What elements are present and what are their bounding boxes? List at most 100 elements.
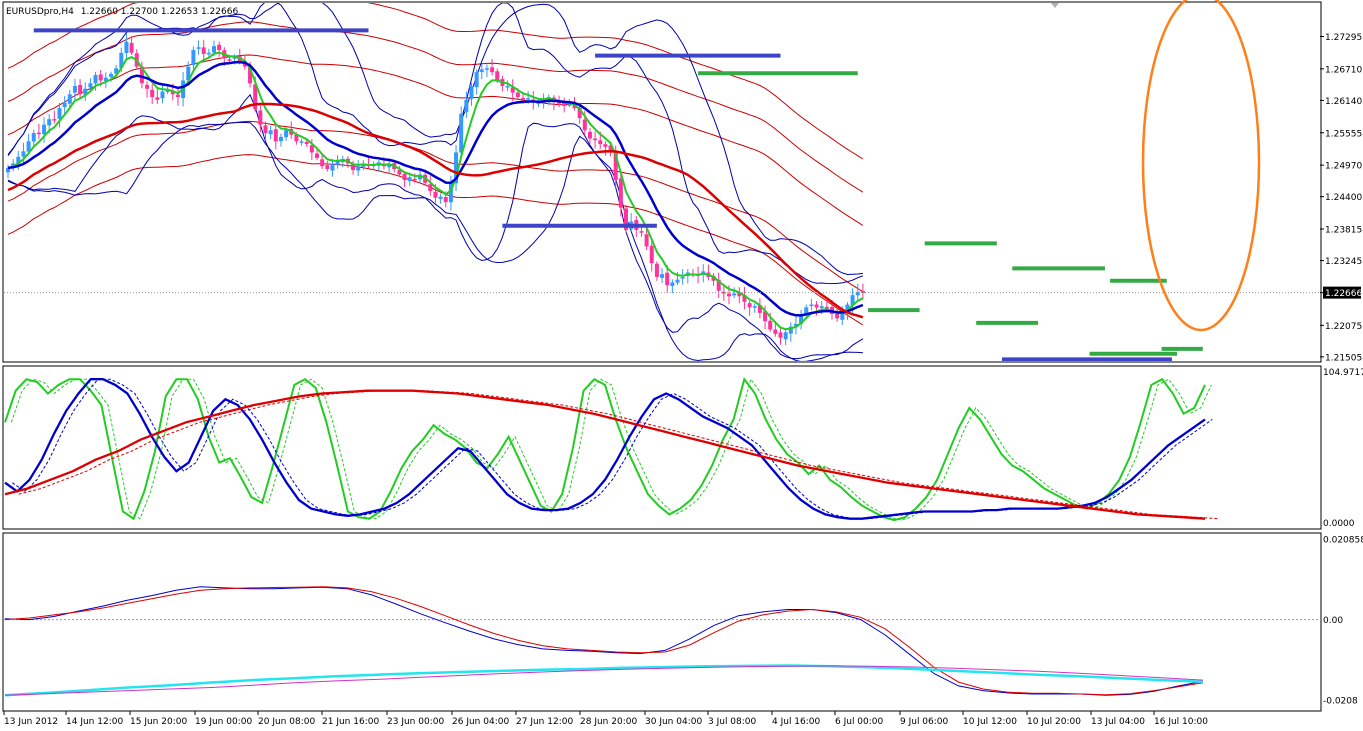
candle-body bbox=[155, 97, 160, 100]
candle-body bbox=[819, 306, 824, 309]
macd-line-cyan bbox=[4, 664, 1204, 697]
price-tick-label: 1.26140 bbox=[1325, 97, 1362, 107]
candle-body bbox=[835, 313, 840, 319]
price-tick-label: 1.24400 bbox=[1325, 193, 1362, 203]
candle-body bbox=[351, 164, 356, 171]
time-tick-label: 4 Jul 16:00 bbox=[772, 717, 821, 727]
candle-body bbox=[330, 163, 335, 171]
candle-body bbox=[624, 208, 628, 230]
candle-body bbox=[11, 163, 16, 167]
candle-body bbox=[78, 84, 83, 95]
candle-body bbox=[21, 151, 26, 157]
candle-body bbox=[6, 167, 10, 173]
candle-body bbox=[742, 295, 747, 302]
candle-body bbox=[448, 182, 453, 203]
candle-body bbox=[618, 178, 623, 208]
symbol-label: EURUSDpro,H4 bbox=[6, 7, 74, 17]
candle-body bbox=[98, 74, 103, 81]
candle-body bbox=[83, 88, 88, 95]
time-tick-label: 6 Jul 00:00 bbox=[835, 717, 884, 727]
candle-body bbox=[582, 119, 587, 131]
candle-body bbox=[773, 329, 778, 334]
current-price-label: 1.22666 bbox=[1325, 289, 1362, 299]
oscillator-line-red bbox=[4, 389, 1206, 520]
price-tick-label: 1.21505 bbox=[1325, 353, 1362, 363]
candle-body bbox=[649, 245, 654, 264]
candle-body bbox=[438, 196, 443, 200]
price-tick-label: 1.25555 bbox=[1325, 129, 1362, 139]
candle-body bbox=[521, 97, 525, 100]
candle-body bbox=[526, 98, 531, 100]
macd-tick-label: 0.00 bbox=[1323, 616, 1343, 626]
candle-body bbox=[809, 304, 814, 307]
time-tick-label: 15 Jun 20:00 bbox=[130, 717, 187, 727]
candle-body bbox=[567, 104, 572, 106]
time-tick-label: 28 Jun 20:00 bbox=[580, 717, 637, 727]
price-series-group bbox=[6, 3, 1203, 361]
candle-body bbox=[201, 47, 206, 54]
candle-body bbox=[273, 129, 278, 142]
candle-body bbox=[62, 102, 67, 108]
time-tick-label: 30 Jun 04:00 bbox=[645, 717, 702, 727]
candle-body bbox=[654, 263, 659, 277]
candle-body bbox=[284, 130, 289, 138]
oscillator-panel[interactable] bbox=[2, 365, 1322, 530]
candle-body bbox=[459, 113, 464, 153]
candle-body bbox=[804, 307, 809, 315]
annotation-ellipse bbox=[1141, 0, 1261, 332]
macd-line-red bbox=[4, 586, 1204, 696]
ohlc-readout: 1.22660 1.22700 1.22653 1.22666 bbox=[81, 7, 239, 17]
candle-body bbox=[799, 315, 804, 324]
macd-plot bbox=[4, 586, 1320, 697]
price-tick-label: 1.23815 bbox=[1325, 226, 1362, 236]
candle-body bbox=[454, 152, 459, 184]
candle-body bbox=[479, 69, 484, 73]
time-tick-label: 20 Jun 08:00 bbox=[258, 717, 315, 727]
candle-body bbox=[675, 279, 680, 283]
candle-body bbox=[840, 312, 845, 320]
price-panel[interactable] bbox=[2, 1, 1322, 363]
candle-body bbox=[47, 119, 52, 126]
envelope-line bbox=[7, 21, 864, 193]
candle-body bbox=[72, 85, 77, 93]
candle-body bbox=[778, 332, 783, 338]
candle-body bbox=[721, 291, 726, 294]
time-tick-label: 21 Jun 16:00 bbox=[322, 717, 379, 727]
candle-body bbox=[732, 293, 737, 296]
macd-panel[interactable] bbox=[2, 532, 1322, 712]
candle-body bbox=[315, 153, 319, 158]
candle-body bbox=[16, 156, 21, 165]
candle-body bbox=[397, 170, 402, 175]
candle-body bbox=[768, 320, 773, 330]
price-tick-label: 1.26710 bbox=[1325, 65, 1362, 75]
time-tick-label: 10 Jul 20:00 bbox=[1027, 717, 1081, 727]
candle-body bbox=[788, 326, 793, 334]
candle-body bbox=[258, 110, 263, 125]
candle-body bbox=[335, 160, 340, 165]
time-tick-label: 19 Jun 00:00 bbox=[195, 717, 252, 727]
candle-body bbox=[716, 279, 721, 291]
oscillator-line-green bbox=[4, 376, 1206, 522]
candle-body bbox=[598, 140, 603, 145]
candle-body bbox=[114, 68, 119, 74]
candle-body bbox=[593, 138, 598, 141]
time-tick-label: 23 Jun 00:00 bbox=[387, 717, 444, 727]
macd-tick-label: -0.0208 bbox=[1323, 696, 1358, 706]
candle-body bbox=[443, 197, 448, 203]
bollinger-outer-band-line bbox=[7, 3, 863, 276]
candle-body bbox=[26, 141, 31, 152]
chart-title: EURUSDpro,H4 1.22660 1.22700 1.22653 1.2… bbox=[6, 7, 238, 17]
shift-marker-icon[interactable] bbox=[1051, 3, 1059, 8]
candle-body bbox=[727, 293, 731, 297]
time-tick-label: 13 Jun 2012 bbox=[4, 717, 58, 727]
price-tick-label: 1.27295 bbox=[1325, 33, 1362, 43]
time-tick-label: 14 Jun 12:00 bbox=[66, 717, 123, 727]
candle-body bbox=[665, 272, 670, 286]
candle-body bbox=[109, 73, 113, 77]
candle-body bbox=[763, 311, 768, 322]
osc-series-group bbox=[4, 376, 1219, 522]
candle-body bbox=[165, 90, 170, 92]
candle-body bbox=[294, 134, 299, 142]
candle-body bbox=[299, 141, 304, 143]
